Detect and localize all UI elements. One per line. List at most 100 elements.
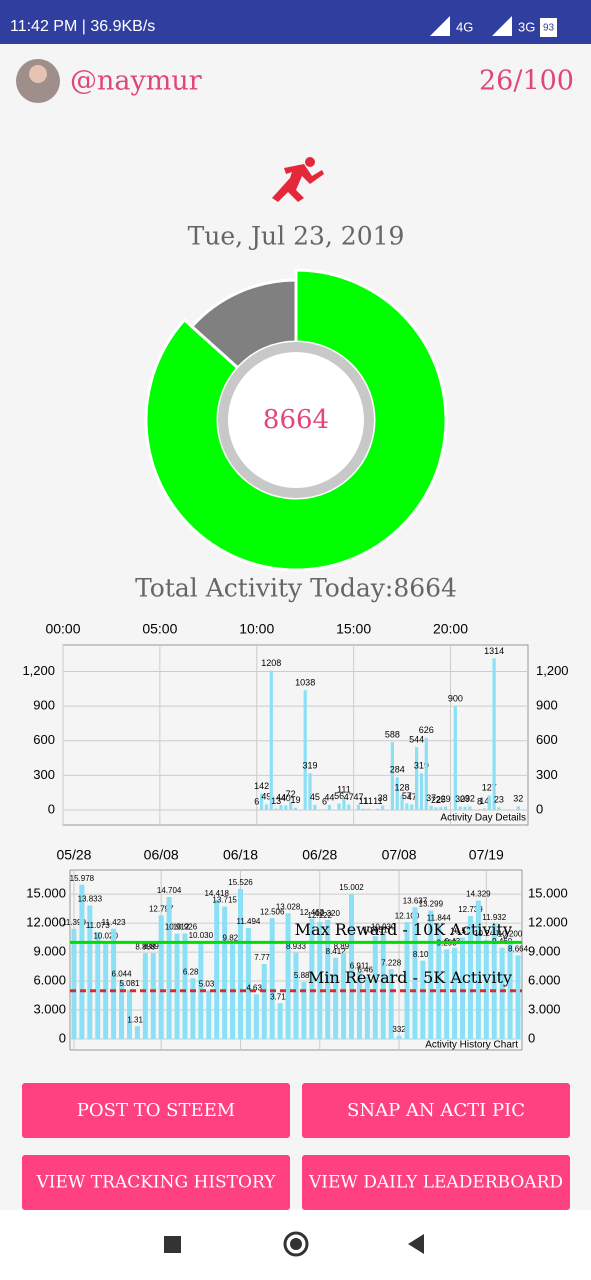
bar xyxy=(327,804,332,810)
bar xyxy=(347,804,351,810)
value-label: 588 xyxy=(385,730,400,740)
bar xyxy=(420,960,426,1039)
bar xyxy=(158,915,164,1039)
value-label: 11 xyxy=(373,796,382,806)
home-button[interactable] xyxy=(283,1231,309,1257)
value-label: 25 xyxy=(436,794,446,804)
x-tick-label: 06/18 xyxy=(223,847,258,863)
value-label: 13.028 xyxy=(276,902,301,911)
bar xyxy=(492,658,496,810)
value-label: 332 xyxy=(392,1025,406,1034)
bar xyxy=(434,807,438,810)
value-label: 12.463 xyxy=(300,908,325,917)
donut-chart: 8664 xyxy=(144,268,448,572)
value-label: 8.412 xyxy=(326,947,347,956)
bar xyxy=(487,795,491,810)
value-label: 8.933 xyxy=(286,942,307,951)
y2-tick-label: 900 xyxy=(536,698,558,713)
bar xyxy=(277,1003,283,1039)
value-label: 1.319 xyxy=(127,1015,148,1024)
y2-tick-label: 1,200 xyxy=(536,663,569,678)
value-label: 49 xyxy=(261,792,271,802)
network-label: 3G xyxy=(518,19,535,34)
y2-tick-label: 6.000 xyxy=(528,972,561,987)
value-label: 544 xyxy=(409,735,424,745)
value-label: 13.715 xyxy=(212,896,237,905)
value-label: 10.020 xyxy=(93,931,118,940)
value-label: 32 xyxy=(513,794,523,804)
value-label: 47 xyxy=(344,792,354,802)
y-tick-label: 0 xyxy=(59,1030,66,1045)
bar xyxy=(274,808,278,810)
bar xyxy=(111,928,117,1039)
y2-tick-label: 9.000 xyxy=(528,944,561,959)
donut-center-value: 8664 xyxy=(263,405,329,435)
value-label: 10.651 xyxy=(363,925,388,934)
value-label: 12.739 xyxy=(458,905,483,914)
button-label[interactable]: POST TO STEEM xyxy=(77,1100,235,1121)
value-label: 15.978 xyxy=(70,874,95,883)
button[interactable] xyxy=(22,1155,290,1210)
value-label: 142 xyxy=(254,781,269,791)
value-label: 11 xyxy=(363,796,372,806)
username[interactable]: @naymur xyxy=(70,66,202,97)
avatar-face xyxy=(29,65,47,83)
button[interactable] xyxy=(302,1083,570,1138)
value-label: 56 xyxy=(334,791,344,801)
bar xyxy=(515,955,521,1039)
value-label: 10.926 xyxy=(173,923,198,932)
value-label: 12.797 xyxy=(149,905,174,914)
value-label: 13 xyxy=(271,796,281,806)
bar xyxy=(142,953,148,1039)
value-label: 8.897 xyxy=(334,942,355,951)
value-label: 11.932 xyxy=(482,913,506,922)
button[interactable] xyxy=(22,1083,290,1138)
bar xyxy=(424,737,428,810)
bar xyxy=(337,803,341,810)
y-tick-label: 12.000 xyxy=(26,915,66,930)
value-label: 12.320 xyxy=(315,909,340,918)
button-label[interactable]: VIEW TRACKING HISTORY xyxy=(36,1173,277,1193)
bar xyxy=(245,928,251,1039)
bar xyxy=(95,932,101,1039)
value-label: 14.329 xyxy=(466,890,491,899)
bar xyxy=(429,805,433,810)
value-label: 10.930 xyxy=(371,923,396,932)
button-label[interactable]: SNAP AN ACTI PIC xyxy=(347,1100,525,1121)
value-label: 900 xyxy=(448,694,463,704)
y-tick-label: 600 xyxy=(33,732,55,747)
bar xyxy=(342,797,346,810)
y-tick-label: 300 xyxy=(33,767,55,782)
button[interactable] xyxy=(302,1155,570,1210)
bar xyxy=(293,952,299,1039)
bar xyxy=(119,980,125,1039)
recents-button[interactable] xyxy=(164,1236,181,1253)
button-label[interactable]: VIEW DAILY LEADERBOARD xyxy=(308,1173,563,1193)
value-label: 111 xyxy=(337,785,351,795)
value-label: 11.844 xyxy=(427,914,451,923)
bar xyxy=(516,806,520,810)
bar xyxy=(289,801,293,810)
bar xyxy=(79,884,85,1039)
bar xyxy=(460,937,466,1039)
bar xyxy=(279,804,283,810)
value-label: 6 xyxy=(322,797,327,807)
value-label: 40 xyxy=(281,793,291,803)
bar xyxy=(284,805,288,810)
reference-label: Min Reward - 5K Activity xyxy=(308,968,512,987)
value-label: 14.418 xyxy=(204,889,229,898)
bar xyxy=(404,922,410,1039)
back-button[interactable] xyxy=(408,1234,424,1254)
value-label: 8.664 xyxy=(508,944,529,953)
value-label: 12.100 xyxy=(395,911,420,920)
value-label: 15.526 xyxy=(228,878,253,887)
battery-icon xyxy=(540,18,557,37)
x-tick-label: 05:00 xyxy=(142,621,177,637)
bar xyxy=(380,933,386,1039)
total-activity: Total Activity Today:8664 xyxy=(135,574,457,603)
y-tick-label: 15.000 xyxy=(26,886,66,901)
y2-tick-label: 0 xyxy=(536,801,543,816)
bar xyxy=(333,957,339,1039)
bar xyxy=(482,808,487,810)
bar xyxy=(222,906,228,1039)
